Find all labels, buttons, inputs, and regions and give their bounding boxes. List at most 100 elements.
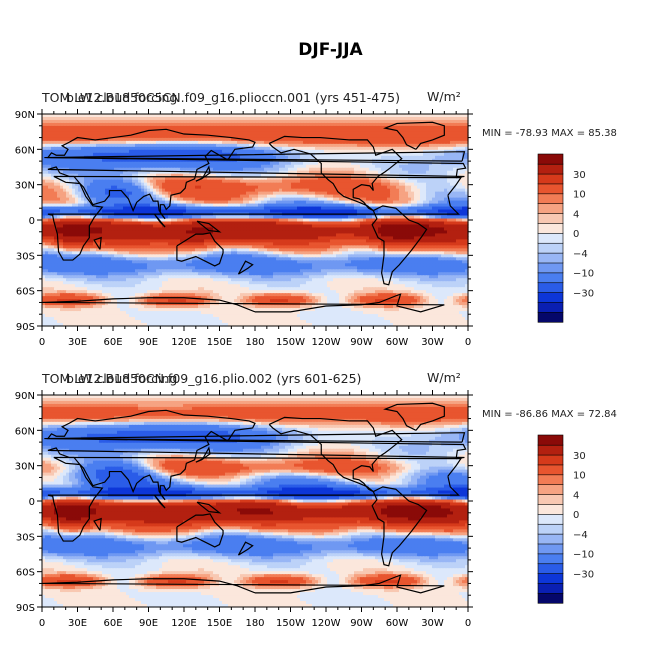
heatmap-cell: [243, 155, 247, 160]
heatmap-cell: [144, 161, 148, 166]
heatmap-cell: [201, 161, 205, 166]
heatmap-cell: [189, 149, 193, 154]
heatmap-cell: [423, 114, 427, 118]
heatmap-cell: [405, 137, 409, 142]
heatmap-cell: [432, 114, 436, 118]
heatmap-cell: [129, 137, 133, 142]
heatmap-cell: [135, 128, 139, 133]
heatmap-cell: [387, 140, 391, 145]
heatmap-cell: [219, 146, 223, 151]
heatmap-cell: [396, 131, 400, 136]
heatmap-cell: [51, 131, 55, 136]
heatmap-cell: [228, 134, 232, 139]
heatmap-cell: [183, 155, 187, 160]
heatmap-cell: [99, 143, 103, 148]
heatmap-cell: [165, 134, 169, 139]
heatmap-cell: [282, 125, 286, 130]
heatmap-cell: [162, 167, 166, 172]
heatmap-cell: [54, 146, 58, 151]
heatmap-cell: [408, 119, 412, 124]
heatmap-cell: [318, 128, 322, 133]
heatmap-cell: [96, 125, 100, 130]
heatmap-cell: [279, 167, 283, 172]
heatmap-cell: [48, 119, 52, 124]
heatmap-cell: [381, 119, 385, 124]
heatmap-cell: [384, 116, 388, 121]
heatmap-cell: [102, 149, 106, 154]
heatmap-cell: [81, 116, 85, 121]
heatmap-cell: [48, 114, 52, 118]
heatmap-cell: [276, 122, 280, 127]
heatmap-cell: [327, 152, 331, 157]
heatmap-cell: [417, 155, 421, 160]
heatmap-cell: [300, 134, 304, 139]
heatmap-cell: [441, 125, 445, 130]
heatmap-cell: [348, 143, 352, 148]
heatmap-cell: [66, 152, 70, 157]
heatmap-cell: [105, 122, 109, 127]
heatmap-cell: [285, 128, 289, 133]
heatmap-cell: [129, 143, 133, 148]
heatmap-cell: [126, 140, 130, 145]
heatmap-cell: [63, 119, 67, 124]
heatmap-cell: [216, 161, 220, 166]
heatmap-cell: [141, 125, 145, 130]
heatmap-cell: [219, 143, 223, 148]
heatmap-cell: [81, 164, 85, 169]
heatmap-cell: [414, 134, 418, 139]
heatmap-cell: [417, 161, 421, 166]
heatmap-cell: [222, 143, 226, 148]
heatmap-cell: [336, 137, 340, 142]
heatmap-cell: [399, 152, 403, 157]
heatmap-cell: [78, 114, 82, 118]
heatmap-cell: [378, 164, 382, 169]
heatmap-cell: [90, 143, 94, 148]
heatmap-cell: [144, 122, 148, 127]
heatmap-cell: [336, 134, 340, 139]
heatmap-cell: [276, 114, 280, 118]
heatmap-cell: [204, 146, 208, 151]
heatmap-cell: [426, 134, 430, 139]
heatmap-cell: [459, 122, 463, 127]
heatmap-cell: [159, 137, 163, 142]
heatmap-cell: [387, 131, 391, 136]
heatmap-cell: [120, 140, 124, 145]
heatmap-cell: [240, 149, 244, 154]
heatmap-cell: [96, 149, 100, 154]
heatmap-cell: [144, 146, 148, 151]
heatmap-cell: [117, 146, 121, 151]
heatmap-cell: [441, 143, 445, 148]
heatmap-cell: [318, 146, 322, 151]
heatmap-cell: [153, 158, 157, 163]
heatmap-cell: [186, 122, 190, 127]
heatmap-cell: [189, 140, 193, 145]
heatmap-cell: [438, 164, 442, 169]
heatmap-cell: [81, 131, 85, 136]
heatmap-cell: [159, 143, 163, 148]
heatmap-cell: [399, 122, 403, 127]
heatmap-cell: [297, 137, 301, 142]
heatmap-cell: [324, 114, 328, 118]
heatmap-cell: [348, 152, 352, 157]
heatmap-cell: [132, 131, 136, 136]
heatmap-cell: [393, 155, 397, 160]
heatmap-cell: [180, 119, 184, 124]
heatmap-cell: [69, 146, 73, 151]
heatmap-cell: [321, 125, 325, 130]
heatmap-cell: [96, 116, 100, 121]
heatmap-cell: [384, 114, 388, 118]
heatmap-cell: [372, 122, 376, 127]
heatmap-cell: [165, 128, 169, 133]
heatmap-cell: [237, 131, 241, 136]
heatmap-cell: [354, 114, 358, 118]
heatmap-cell: [165, 122, 169, 127]
heatmap-cell: [186, 140, 190, 145]
heatmap-cell: [246, 164, 250, 169]
heatmap-cell: [360, 131, 364, 136]
heatmap-cell: [132, 125, 136, 130]
heatmap-cell: [423, 131, 427, 136]
heatmap-cell: [57, 125, 61, 130]
heatmap-cell: [405, 119, 409, 124]
heatmap-cell: [318, 134, 322, 139]
heatmap-cell: [264, 116, 268, 121]
